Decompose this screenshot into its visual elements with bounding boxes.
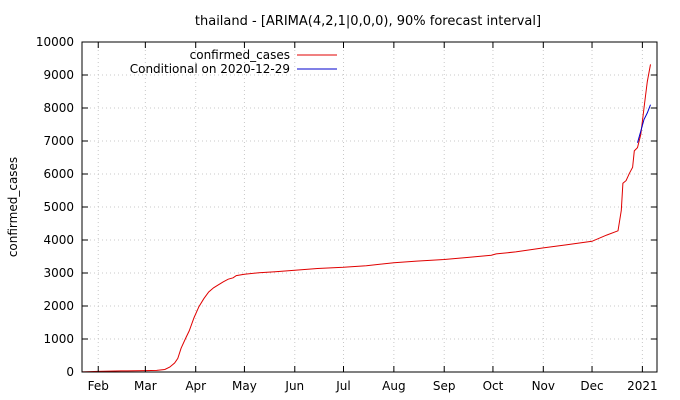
y-tick-label: 6000 [43, 167, 74, 181]
series-line-1 [81, 64, 651, 373]
legend-label-2: Conditional on 2020-12-29 [130, 62, 290, 76]
y-tick-label: 9000 [43, 68, 74, 82]
x-tick-label: Feb [88, 379, 109, 393]
y-tick-label: 1000 [43, 332, 74, 346]
x-tick-label: Nov [532, 379, 555, 393]
x-axis-ticks: Feb Mar Apr May Jun Jul Aug Sep Oct Nov Dec 2021 [88, 42, 658, 393]
x-tick-label: Jun [284, 379, 304, 393]
y-tick-label: 8000 [43, 101, 74, 115]
y-tick-label: 4000 [43, 233, 74, 247]
y-tick-label: 2000 [43, 299, 74, 313]
legend-label-1: confirmed_cases [190, 48, 290, 62]
y-tick-label: 3000 [43, 266, 74, 280]
x-tick-label: Apr [185, 379, 206, 393]
plot-series [81, 64, 651, 373]
x-tick-label: Oct [483, 379, 504, 393]
x-tick-label: Mar [134, 379, 157, 393]
y-axis-ticks: 0 1000 2000 3000 4000 5000 6000 7000 8000 9000 100… [36, 35, 657, 379]
y-tick-label: 7000 [43, 134, 74, 148]
x-tick-label: Aug [382, 379, 405, 393]
chart-title: thailand - [ARIMA(4,2,1|0,0,0), 90% fore… [195, 14, 541, 29]
series-line-2 [637, 104, 651, 143]
x-tick-label: Jul [335, 379, 350, 393]
x-tick-label: May [232, 379, 257, 393]
x-tick-label: Dec [580, 379, 603, 393]
y-axis-label: confirmed_cases [6, 157, 20, 257]
grid-lines [82, 42, 657, 372]
x-tick-label: Sep [433, 379, 456, 393]
y-tick-label: 10000 [36, 35, 74, 49]
y-tick-label: 0 [66, 365, 74, 379]
x-tick-label: 2021 [627, 379, 658, 393]
y-tick-label: 5000 [43, 200, 74, 214]
